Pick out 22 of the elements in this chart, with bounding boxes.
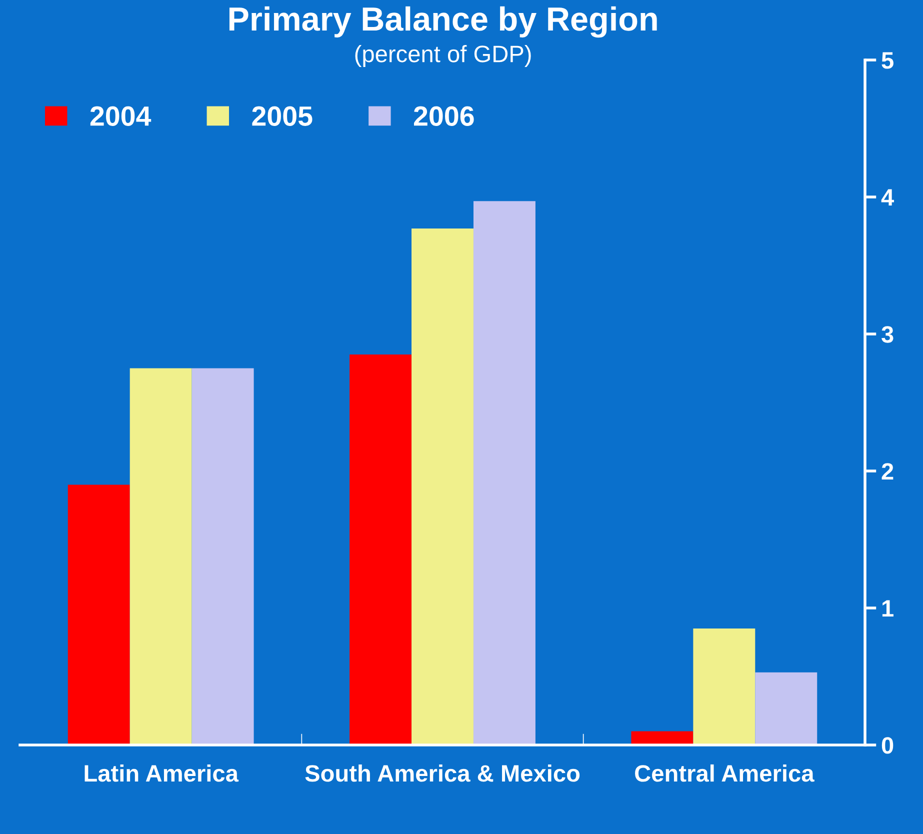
y-tick-label: 1 [882, 600, 894, 617]
bar [755, 672, 818, 745]
bar [473, 201, 536, 745]
x-tick-label: Latin America [84, 764, 239, 782]
legend-label: 2005 [252, 106, 312, 126]
y-tick-label: 3 [882, 326, 894, 343]
y-tick-label: 0 [882, 737, 894, 754]
y-tick-label: 4 [881, 189, 894, 206]
y-tick-label: 2 [882, 463, 894, 480]
bar [350, 354, 412, 745]
bar [68, 484, 130, 745]
x-tick-label: South America & Mexico [305, 764, 580, 782]
bar [192, 368, 254, 745]
chart-subtitle: (percent of GDP) [355, 44, 531, 68]
bar [693, 628, 756, 745]
y-tick-label: 5 [882, 52, 894, 69]
legend-label: 2004 [90, 106, 152, 126]
chart-title: Primary Balance by Region [229, 6, 657, 38]
x-tick-label: Central America [635, 764, 814, 782]
legend-label: 2006 [414, 106, 474, 126]
bar [412, 228, 474, 745]
bar [130, 368, 192, 745]
